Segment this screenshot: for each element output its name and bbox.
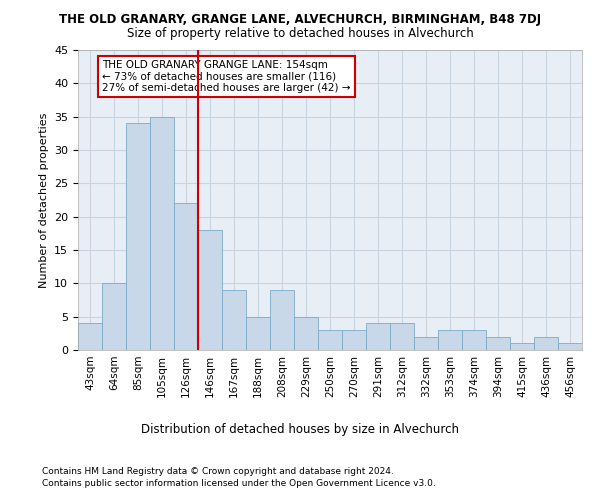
Bar [222, 290, 246, 350]
Bar [462, 330, 486, 350]
Bar [78, 324, 102, 350]
Bar [342, 330, 366, 350]
Bar [558, 344, 582, 350]
Text: Contains HM Land Registry data © Crown copyright and database right 2024.: Contains HM Land Registry data © Crown c… [42, 468, 394, 476]
Bar [198, 230, 222, 350]
Bar [438, 330, 462, 350]
Bar [510, 344, 534, 350]
Text: THE OLD GRANARY, GRANGE LANE, ALVECHURCH, BIRMINGHAM, B48 7DJ: THE OLD GRANARY, GRANGE LANE, ALVECHURCH… [59, 12, 541, 26]
Bar [366, 324, 390, 350]
Bar [294, 316, 318, 350]
Bar [126, 124, 150, 350]
Bar [390, 324, 414, 350]
Text: Size of property relative to detached houses in Alvechurch: Size of property relative to detached ho… [127, 28, 473, 40]
Bar [318, 330, 342, 350]
Text: THE OLD GRANARY GRANGE LANE: 154sqm
← 73% of detached houses are smaller (116)
2: THE OLD GRANARY GRANGE LANE: 154sqm ← 73… [102, 60, 350, 93]
Bar [246, 316, 270, 350]
Bar [414, 336, 438, 350]
Bar [486, 336, 510, 350]
Text: Contains public sector information licensed under the Open Government Licence v3: Contains public sector information licen… [42, 479, 436, 488]
Y-axis label: Number of detached properties: Number of detached properties [38, 112, 49, 288]
Bar [150, 116, 174, 350]
Text: Distribution of detached houses by size in Alvechurch: Distribution of detached houses by size … [141, 422, 459, 436]
Bar [102, 284, 126, 350]
Bar [174, 204, 198, 350]
Bar [534, 336, 558, 350]
Bar [270, 290, 294, 350]
